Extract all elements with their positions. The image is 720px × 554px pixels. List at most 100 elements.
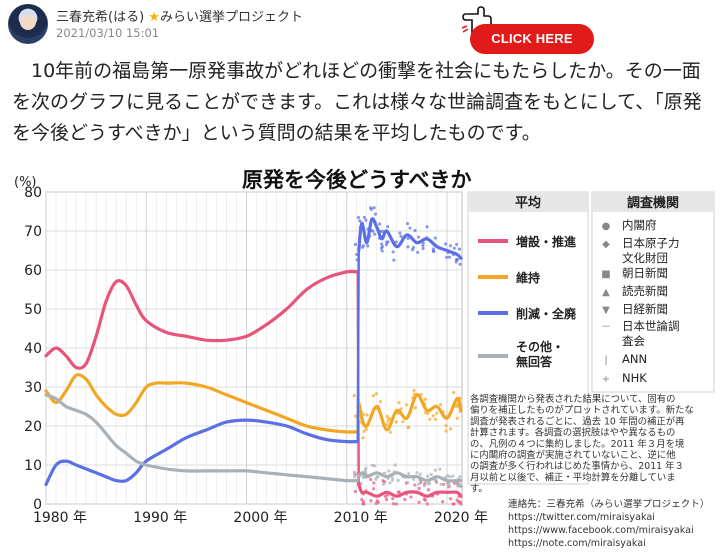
data-point — [384, 497, 389, 502]
chart-grid — [45, 191, 463, 505]
agency-legend-header — [592, 192, 714, 212]
y-tick-label: 80 — [24, 185, 42, 201]
data-point — [411, 245, 416, 250]
data-point — [416, 250, 420, 255]
data-point — [369, 499, 373, 503]
data-point — [421, 246, 425, 251]
data-point — [385, 225, 390, 229]
data-point — [416, 235, 421, 239]
chart-axes: 0 10 20 30 40 50 60 70 80 1980 年 1990 年 2000 年 2010 … — [24, 185, 488, 526]
data-point — [392, 258, 396, 262]
data-point — [417, 482, 421, 486]
data-point — [441, 500, 445, 504]
data-point — [431, 249, 436, 253]
data-point — [408, 226, 412, 230]
legend-header — [468, 192, 588, 212]
x-tick-label: 2020 年 — [434, 510, 488, 526]
y-tick-label: 40 — [24, 341, 42, 357]
note-line: の、凡例の４つに集約しました。2011 年３月を境 — [470, 438, 684, 450]
data-point — [455, 242, 459, 247]
data-point — [385, 414, 389, 419]
data-point — [444, 429, 448, 433]
data-point — [366, 244, 370, 248]
agency-marker: － — [601, 322, 611, 333]
y-tick-label: 70 — [24, 224, 42, 240]
y-tick-label: 60 — [24, 263, 42, 279]
agency-label: 文化財団 — [622, 251, 668, 265]
legend-entry-label: 削減・全廃 — [516, 306, 577, 321]
chart: 0 10 20 30 40 50 60 70 80 1980 年 1990 年 2000 年 2010 … — [0, 156, 720, 554]
click-here-button[interactable]: CLICK HERE — [470, 24, 594, 54]
data-point — [385, 422, 389, 426]
data-point — [422, 484, 427, 488]
data-point — [354, 414, 358, 418]
data-point — [448, 427, 453, 431]
data-point — [387, 469, 391, 473]
data-point — [363, 468, 368, 472]
data-point — [394, 502, 398, 506]
agency-label: ANN — [622, 352, 647, 366]
data-point — [391, 496, 395, 501]
data-point — [362, 412, 366, 417]
data-point — [374, 392, 379, 396]
data-point — [380, 229, 384, 233]
data-point — [352, 470, 356, 474]
data-point — [456, 500, 461, 504]
avatar[interactable] — [8, 4, 48, 44]
credit-line: 連絡先：三春充希（みらい選挙プロジェクト） — [508, 498, 709, 510]
data-point — [364, 427, 368, 431]
data-point — [390, 476, 395, 480]
data-point — [396, 490, 401, 494]
data-point — [458, 262, 462, 266]
data-point — [447, 255, 452, 259]
agency-marker: ● — [602, 221, 611, 232]
data-point — [407, 472, 411, 476]
agency-label: NHK — [622, 371, 647, 385]
data-point — [371, 229, 375, 233]
data-point — [369, 477, 373, 482]
data-point — [388, 430, 392, 434]
agency-legend-title: 調査機関 — [627, 195, 679, 211]
data-point — [438, 467, 442, 471]
data-point — [399, 407, 403, 411]
data-point — [372, 464, 377, 468]
data-point — [448, 475, 452, 479]
series-line — [357, 393, 463, 432]
data-point — [413, 228, 417, 233]
data-point — [404, 403, 409, 407]
credit-line[interactable]: https://note.com/miraisyakai — [508, 538, 646, 549]
note-line: す。 — [470, 484, 488, 495]
data-point — [448, 244, 453, 248]
agency-label: 日本原子力 — [622, 236, 680, 250]
data-point — [423, 397, 427, 401]
data-point — [372, 232, 377, 236]
data-point — [445, 255, 449, 259]
data-point — [409, 495, 413, 499]
data-point — [365, 413, 369, 417]
series-line — [44, 373, 360, 434]
credit-line[interactable]: https://www.facebook.com/miraisyakai — [508, 525, 694, 536]
data-point — [454, 258, 459, 262]
data-point — [371, 394, 375, 398]
author-name[interactable]: 三春充希(はる) — [56, 10, 145, 25]
data-point — [427, 481, 432, 485]
data-point — [362, 502, 366, 506]
data-point — [375, 499, 379, 503]
data-point — [403, 497, 407, 502]
agency-label: 日経新聞 — [622, 302, 668, 316]
data-point — [399, 234, 403, 238]
data-point — [353, 242, 358, 246]
data-point — [452, 481, 457, 485]
data-point — [406, 425, 411, 429]
credit-line[interactable]: https://twitter.com/miraisyakai — [508, 512, 655, 523]
agency-label: 読売新聞 — [622, 284, 668, 298]
data-point — [417, 486, 421, 491]
data-point — [458, 475, 462, 479]
data-point — [387, 416, 392, 421]
chart-note: 各調査機関から発表された結果について、固有の偏りを補正したものがプロットされてい… — [470, 393, 694, 495]
data-point — [429, 472, 433, 477]
y-tick-label: 10 — [24, 458, 42, 474]
data-point — [382, 480, 387, 484]
data-point — [361, 244, 365, 248]
